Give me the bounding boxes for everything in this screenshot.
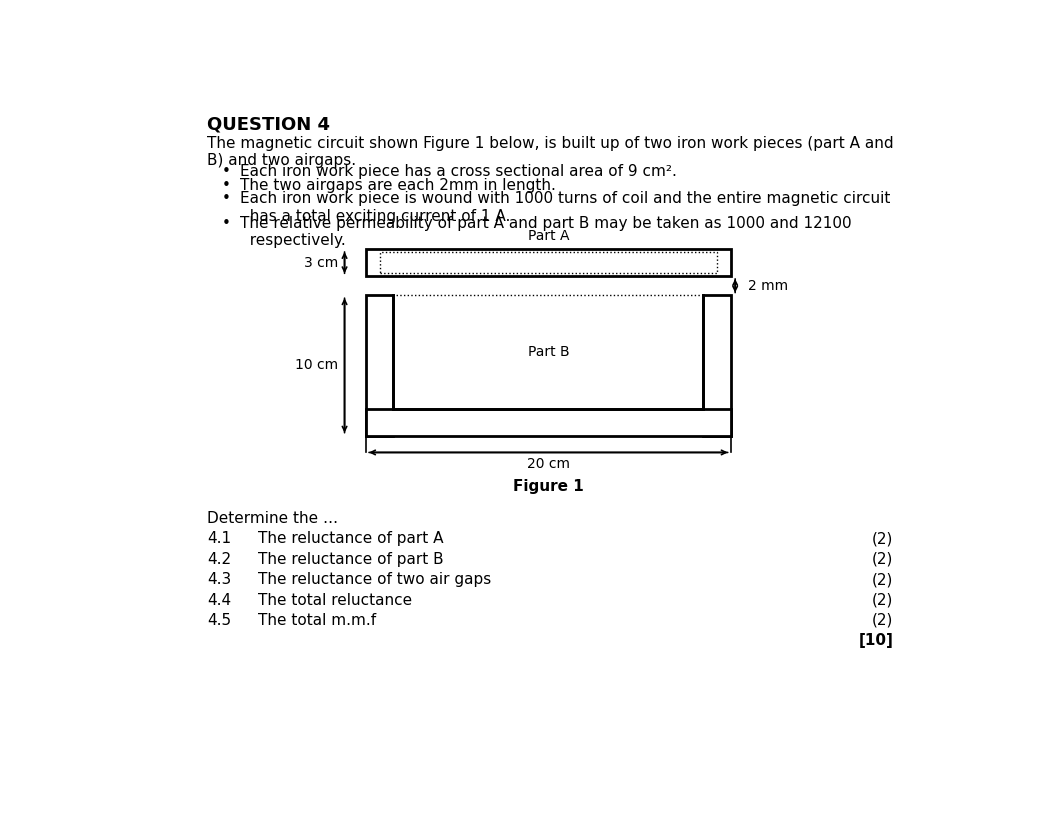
Text: [10]: [10] bbox=[858, 634, 894, 649]
Text: (2): (2) bbox=[872, 592, 894, 608]
Text: (2): (2) bbox=[872, 572, 894, 587]
Text: The relative permeability of part A and part B may be taken as 1000 and 12100
  : The relative permeability of part A and … bbox=[240, 216, 852, 248]
Bar bbox=[367, 249, 730, 276]
Text: The reluctance of two air gaps: The reluctance of two air gaps bbox=[258, 572, 491, 587]
Text: (2): (2) bbox=[872, 551, 894, 566]
Bar bbox=[394, 295, 703, 434]
Text: Determine the …: Determine the … bbox=[208, 511, 339, 526]
Text: Part A: Part A bbox=[528, 229, 569, 243]
Text: (2): (2) bbox=[872, 531, 894, 546]
Text: 4.2: 4.2 bbox=[208, 551, 232, 566]
Text: Figure 1: Figure 1 bbox=[513, 479, 584, 494]
Text: 4.1: 4.1 bbox=[208, 531, 232, 546]
Text: (2): (2) bbox=[872, 613, 894, 628]
Text: •: • bbox=[221, 216, 231, 231]
Text: The reluctance of part A: The reluctance of part A bbox=[258, 531, 444, 546]
Text: The reluctance of part B: The reluctance of part B bbox=[258, 551, 444, 566]
Text: Each iron work piece is wound with 1000 turns of coil and the entire magnetic ci: Each iron work piece is wound with 1000 … bbox=[240, 191, 890, 224]
Text: 4.4: 4.4 bbox=[208, 592, 232, 608]
Text: The two airgaps are each 2mm in length.: The two airgaps are each 2mm in length. bbox=[240, 178, 556, 193]
Text: Part B: Part B bbox=[528, 345, 569, 359]
Text: Each iron work piece has a cross sectional area of 9 cm².: Each iron work piece has a cross section… bbox=[240, 163, 676, 178]
Text: 10 cm: 10 cm bbox=[295, 359, 339, 372]
Text: The magnetic circuit shown Figure 1 below, is built up of two iron work pieces (: The magnetic circuit shown Figure 1 belo… bbox=[208, 136, 894, 168]
Text: 4.3: 4.3 bbox=[208, 572, 232, 587]
Text: The total reluctance: The total reluctance bbox=[258, 592, 411, 608]
Bar bbox=[367, 409, 730, 436]
Text: QUESTION 4: QUESTION 4 bbox=[208, 116, 330, 134]
Bar bbox=[367, 295, 394, 436]
Text: •: • bbox=[221, 178, 231, 193]
Text: 3 cm: 3 cm bbox=[304, 256, 339, 270]
Text: •: • bbox=[221, 163, 231, 178]
Text: 20 cm: 20 cm bbox=[527, 457, 569, 471]
Bar bbox=[703, 295, 730, 436]
Bar bbox=[380, 252, 717, 273]
Text: 2 mm: 2 mm bbox=[747, 279, 788, 292]
Text: The total m.m.f: The total m.m.f bbox=[258, 613, 376, 628]
Text: 4.5: 4.5 bbox=[208, 613, 232, 628]
Text: •: • bbox=[221, 191, 231, 206]
